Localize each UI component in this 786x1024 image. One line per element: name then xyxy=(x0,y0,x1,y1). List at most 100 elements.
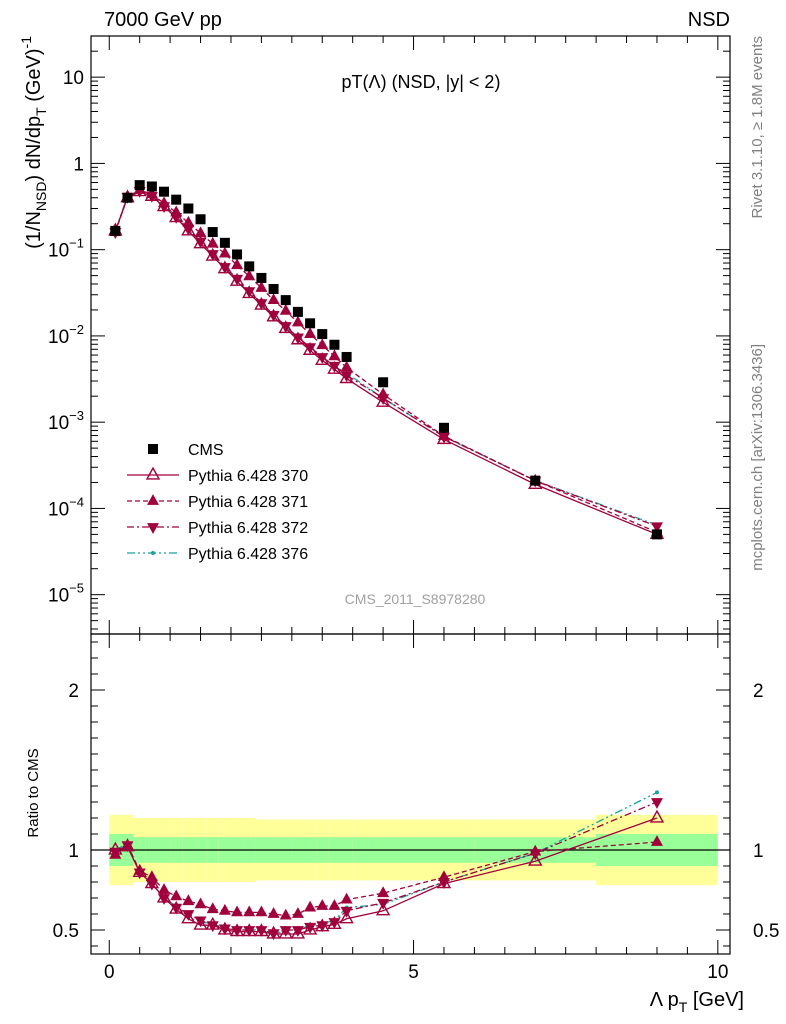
ratio-series-marker xyxy=(528,852,543,866)
mcplots-label: mcplots.cern.ch [arXiv:1306.3436] xyxy=(749,344,766,571)
ratio-series-marker xyxy=(278,925,293,939)
legend-marker xyxy=(147,494,159,505)
series-marker xyxy=(217,260,233,274)
series-marker xyxy=(242,285,257,299)
series-marker xyxy=(327,360,342,374)
cms-data-point xyxy=(207,227,218,238)
ratio-series-marker xyxy=(436,875,452,889)
ratio-series-marker xyxy=(650,835,663,846)
ratio-series-marker xyxy=(529,844,542,856)
legend: CMS Pythia 6.428 370 Pythia 6.428 371 Pythi… xyxy=(127,442,308,563)
ratio-y-tick-label-right: 2 xyxy=(753,681,764,702)
series-marker xyxy=(340,360,353,372)
x-tick-label: 0 xyxy=(104,962,115,983)
cms-data-point xyxy=(317,329,328,340)
series-marker xyxy=(218,246,231,258)
cms-data-point xyxy=(219,237,230,248)
cms-data-point xyxy=(171,194,182,205)
series-marker xyxy=(229,272,245,286)
ratio-series-marker xyxy=(194,916,207,928)
series-marker xyxy=(316,353,329,364)
series-marker xyxy=(132,183,147,197)
ratio-series-marker xyxy=(108,841,123,855)
ratio-series-marker xyxy=(654,790,659,795)
cms-data-point xyxy=(110,225,121,236)
main-y-tick-label: 1 xyxy=(73,154,84,175)
ratio-y-tick-label: 2 xyxy=(68,681,79,702)
series-marker xyxy=(375,393,391,407)
ratio-series-marker xyxy=(650,798,663,809)
series-marker xyxy=(194,226,207,238)
ratio-series-marker xyxy=(302,921,318,935)
ratio-series-marker xyxy=(206,902,219,914)
cms-data-point xyxy=(341,351,352,362)
ratio-series-marker xyxy=(291,926,304,937)
main-plot-frame xyxy=(90,35,731,635)
header-left-label: 7000 GeV pp xyxy=(104,9,222,31)
ratio-series-marker xyxy=(328,899,341,910)
main-y-tick-label: 10−1 xyxy=(48,236,84,262)
ratio-series-marker xyxy=(156,889,172,903)
cms-data-point xyxy=(232,249,243,260)
cms-data-point xyxy=(268,283,279,294)
cms-data-point xyxy=(244,261,255,272)
ratio-series-marker xyxy=(339,910,354,924)
series-marker xyxy=(436,431,452,445)
legend-entry-label: Pythia 6.428 370 xyxy=(188,468,308,485)
series-marker xyxy=(169,209,184,223)
ratio-series-marker xyxy=(181,910,196,924)
ratio-series-marker xyxy=(304,900,317,912)
series-marker xyxy=(315,352,330,366)
series-marker xyxy=(181,222,196,236)
ratio-series-marker xyxy=(316,899,329,910)
ratio-series-marker xyxy=(291,907,304,918)
cms-data-point xyxy=(292,306,303,317)
series-marker xyxy=(231,258,244,270)
ratio-series-marker xyxy=(266,925,281,939)
series-marker xyxy=(267,293,280,305)
analysis-watermark: CMS_2011_S8978280 xyxy=(345,591,486,607)
ratio-series-marker xyxy=(242,923,257,937)
cms-data-point xyxy=(651,529,662,540)
series-marker xyxy=(206,236,219,248)
series-marker xyxy=(377,387,390,399)
series-marker xyxy=(254,296,269,310)
ratio-series-marker xyxy=(158,883,171,894)
ratio-series-marker xyxy=(193,916,208,930)
cms-data-point xyxy=(183,203,194,214)
series-marker xyxy=(193,235,208,249)
ratio-series-marker xyxy=(377,886,390,898)
main-axis-ticks: 10 1 10−1 10−2 10−3 10−4 10−5 xyxy=(48,35,730,634)
legend-marker xyxy=(147,523,159,534)
ratio-uncertainty-bands xyxy=(91,814,730,886)
ratio-series-marker xyxy=(327,916,342,929)
series-marker xyxy=(328,361,341,373)
legend-marker-cms xyxy=(148,444,158,454)
x-tick-label: 10 xyxy=(707,962,728,983)
legend-entry-label: Pythia 6.428 371 xyxy=(188,494,308,511)
chart-title: pT(Λ) (NSD, |y| < 2) xyxy=(342,72,501,92)
ratio-series-marker xyxy=(315,918,330,932)
legend-entry-label: Pythia 6.428 376 xyxy=(188,546,308,563)
ratio-y-tick-label-right: 1 xyxy=(753,841,764,862)
cms-data-point xyxy=(280,295,291,306)
ratio-series-marker xyxy=(205,916,220,930)
ratio-series-marker xyxy=(328,918,341,929)
rivet-label: Rivet 3.1.10, ≥ 1.8M events xyxy=(749,36,766,219)
legend-entry-label: CMS xyxy=(188,442,224,459)
ratio-series-marker xyxy=(290,925,306,939)
cms-data-point xyxy=(159,186,170,197)
ratio-y-tick-label-right: 0.5 xyxy=(753,921,779,942)
ratio-series-marker xyxy=(169,900,184,914)
series-marker xyxy=(255,281,268,292)
ratio-panel-series xyxy=(108,790,665,941)
ratio-series-marker xyxy=(304,922,317,934)
ratio-series-marker xyxy=(218,903,231,915)
ratio-series-marker xyxy=(255,905,268,917)
ratio-series-marker xyxy=(649,809,665,823)
series-marker xyxy=(339,370,354,384)
series-marker xyxy=(279,303,292,315)
legend-marker xyxy=(151,551,155,555)
cms-data-point xyxy=(438,422,449,433)
